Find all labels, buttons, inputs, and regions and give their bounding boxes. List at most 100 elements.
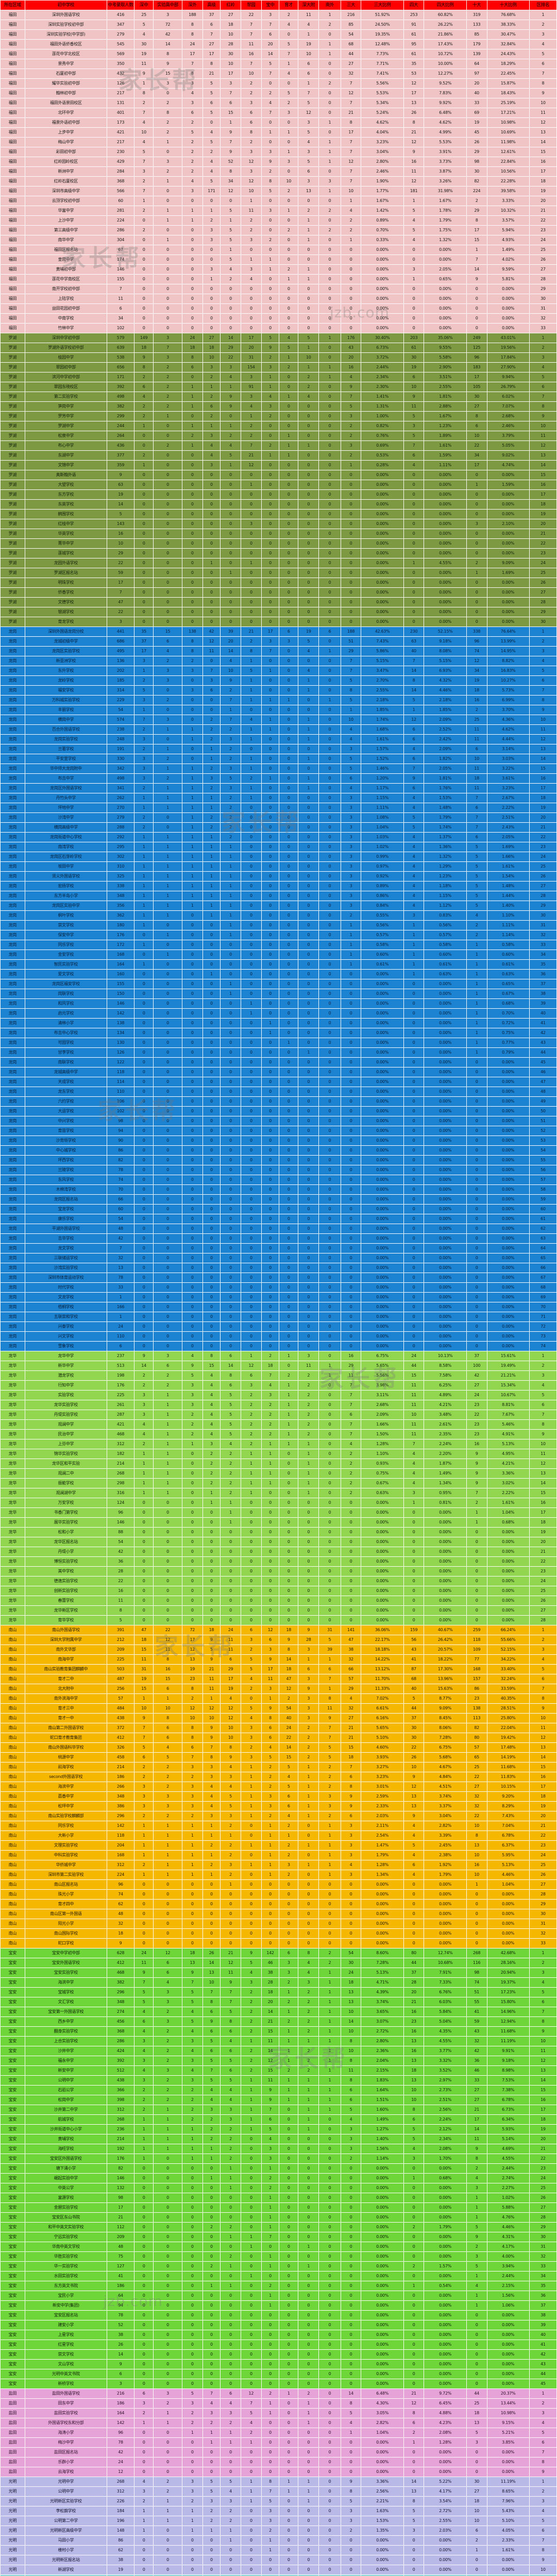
- table-row[interactable]: 福田 红岭园岭校区 429 7 3 2 4 52 12 9 3 5 1 12 2.80% 16 3.73% 98 2…: [0, 157, 557, 167]
- table-row[interactable]: 罗湖 松泉中学 264 0 0 2 3 2 2 0 1 0 0 2 0.76% 5 1.89% 10 3.79% 11: [0, 431, 557, 441]
- table-row[interactable]: 龙岗 万科城实验学校 229 3 2 0 0 7 1 1 1 0 1 5 2.18% 5 2.18% 16 6.99…: [0, 695, 557, 705]
- table-row[interactable]: 龙华 新华中学 513 14 6 9 15 14 12 18 0 11 1 29 5.65% 44 8.58% 1…: [0, 1361, 557, 1371]
- table-row[interactable]: 宝安 宝安实验学校 468 9 6 9 13 11 4 38 3 4 1 24 5.13% 37 7.91% 98…: [0, 1968, 557, 1978]
- table-row[interactable]: 龙岗 崇文学校 180 1 0 0 0 1 0 0 0 0 0 1 0.56% 1 0.56% 2 1.11% 31: [0, 920, 557, 930]
- table-row[interactable]: 龙岗 和风学校 146 0 0 0 0 0 1 0 0 0 0 0 0.00% 0 0.00% 1 0.68% 39: [0, 998, 557, 1009]
- table-row[interactable]: 南山 育才三中 484 10 10 12 12 12 5 9 54 3 11 32 6.61% 44 9.09%…: [0, 1703, 557, 1714]
- table-row[interactable]: 龙岗 启元学校 142 0 0 0 0 0 1 0 0 0 0 0 0.00% 0 0.00% 1 0.70% 40: [0, 1008, 557, 1019]
- table-row[interactable]: 福田 上步中学 421 10 2 5 4 9 8 1 1 5 0 17 4.04% 21 4.99% 45 10.6…: [0, 127, 557, 138]
- table-row[interactable]: 福田 北环中学 401 7 8 6 5 15 6 7 3 12 0 21 5.24% 26 6.48% 69 17.…: [0, 108, 557, 118]
- table-row[interactable]: 罗湖 罗芳中学 299 2 1 0 2 0 1 2 0 0 0 3 1.00% 5 1.67% 8 2.68% 9: [0, 411, 557, 421]
- table-row[interactable]: 南山 南山外国语学校 391 47 22 72 18 24 6 12 18 9 31 141 36.06% 1…: [0, 1625, 557, 1635]
- table-row[interactable]: 罗湖 第二实验学校 498 4 2 1 2 9 3 4 1 4 0 7 1.41% 9 1.81% 30 6.02%…: [0, 392, 557, 402]
- table-row[interactable]: 龙岗 大运学校 102 0 0 0 0 0 0 0 0 0 0 0 0.00% 0 0.00% 0 0.00% 50: [0, 1106, 557, 1116]
- table-row[interactable]: 龙岗 兰著学校 191 2 1 0 1 2 0 0 0 0 0 3 1.57% 4 2.09% 6 3.14% 13: [0, 744, 557, 754]
- table-row[interactable]: 龙华 松和小学 88 0 0 0 0 0 0 0 0 0 0 0 0.00% 0 0.00% 0 0.00% 19: [0, 1527, 557, 1537]
- table-row[interactable]: 罗湖 奥斯翰外语 9 0 0 0 0 0 0 0 0 0 0 0 0.00% 0 0.00% 0 0.00% 15: [0, 470, 557, 480]
- table-row[interactable]: 龙华 观澜中学 421 4 1 2 4 5 2 2 1 2 0 7 1.66% 11 2.61% 23 5.46% 8: [0, 1419, 557, 1430]
- table-row[interactable]: 龙岗 智民实验学校 164 1 0 0 0 0 0 0 0 0 0 1 0.61% 1 0.61% 1 0.61% 3…: [0, 959, 557, 970]
- table-row[interactable]: 南山 华侨城中学 312 2 1 1 2 3 1 1 3 1 1 4 1.28% 6 1.92% 16 5.13% 2…: [0, 1860, 557, 1870]
- table-row[interactable]: 宝安 西乡中学 456 6 3 5 9 8 2 21 2 2 1 14 3.07% 23 5.04% 59 12.9…: [0, 2016, 557, 2027]
- table-row[interactable]: 南山 育才一中 438 9 8 10 10 12 4 8 40 3 9 27 6.16% 37 8.45% 113…: [0, 1713, 557, 1723]
- table-row[interactable]: 龙岗 兴泰学校 24 0 0 0 0 0 0 0 0 0 0 0 0.00% 0 0.00% 0 0.00% 72: [0, 1321, 557, 1332]
- table-row[interactable]: 罗湖 东方学校 19 0 0 0 0 0 0 0 0 0 0 0 0.00% 0 0.00% 0 0.00% 17: [0, 489, 557, 500]
- table-row[interactable]: 福田 皇岗中学 174 0 0 0 0 5 1 1 0 0 0 0 0.00% 0 0.00% 7 4.02% 26: [0, 255, 557, 265]
- table-row[interactable]: 宝安 宁远实验学校 209 0 0 0 0 1 1 7 0 0 0 0 0.00% 0 0.00% 9 4.31% 3…: [0, 2232, 557, 2242]
- table-row[interactable]: 福田 深圳市高级中学 566 7 0 3 171 12 10 5 2 13 1 10 1.77% 181 31.…: [0, 186, 557, 196]
- table-row[interactable]: 罗湖 华英学校 16 0 0 0 0 0 0 0 0 0 0 0 0.00% 0 0.00% 0 0.00% 21: [0, 529, 557, 539]
- table-row[interactable]: 龙岗 龙城高级中学 118 0 0 0 0 0 0 0 0 0 0 0 0.00% 0 0.00% 0 0.00% 4…: [0, 1067, 557, 1077]
- table-row[interactable]: 福田 福田外语侨香校区 545 30 14 24 27 28 11 20 5 19 1 68 12.48% 9…: [0, 39, 557, 49]
- table-row[interactable]: 龙岗 三联储运学校 32 0 0 0 0 0 0 0 0 0 0 0 0.00% 0 0.00% 0 0.00% 65: [0, 1253, 557, 1263]
- table-row[interactable]: 南山 深圳大学附属中学 212 18 12 17 9 11 3 6 9 28 5 47 22.17% 56 26…: [0, 1635, 557, 1645]
- table-row[interactable]: 南山 南山国际学校 18 0 0 0 0 0 0 0 0 0 0 0 0.00% 0 0.00% 0 0.00% 32: [0, 1928, 557, 1939]
- table-row[interactable]: 南山 second外国语学校 186 2 2 2 3 3 1 2 4 1 2 6 3.23% 9 4.84% 22…: [0, 1772, 557, 1782]
- table-row[interactable]: 龙岗 坪西学校 82 0 0 0 0 0 0 0 0 0 0 0 0.00% 0 0.00% 0 0.00% 55: [0, 1155, 557, 1165]
- table-row[interactable]: 龙岗 枫叶学校 362 1 1 0 1 1 0 0 0 0 0 2 0.55% 3 0.83% 4 1.10% 30: [0, 910, 557, 921]
- table-row[interactable]: 龙华 锦华实验学校 182 1 1 0 2 2 1 1 0 1 0 2 1.10% 4 2.20% 9 4.95% 1…: [0, 1449, 557, 1459]
- table-row[interactable]: 龙岗 梧桐学校 166 0 0 0 0 0 0 0 0 0 0 0 0.00% 0 0.00% 0 0.00% 70: [0, 1302, 557, 1312]
- table-row[interactable]: 福田 彩田初中部 230 5 0 2 2 9 3 3 1 3 1 7 3.04% 9 3.91% 29 12.61%…: [0, 147, 557, 157]
- table-row[interactable]: 南山 南山第二外国语学校 372 7 6 8 9 10 3 6 24 2 7 21 5.65% 30 8.06%…: [0, 1723, 557, 1733]
- table-row[interactable]: 龙华 龙华中学 237 9 3 4 8 6 1 2 1 3 0 16 6.75% 24 10.13% 37 15.6…: [0, 1351, 557, 1361]
- table-row[interactable]: 罗湖 笋岗中学 382 2 2 1 6 9 4 3 0 0 0 5 1.31% 11 2.88% 27 7.07% 8: [0, 401, 557, 412]
- table-row[interactable]: 宝安 沙井第二中学 312 2 1 2 3 3 1 7 0 1 1 5 1.60% 8 2.56% 21 6.73%…: [0, 2105, 557, 2115]
- table-row[interactable]: 宝安 东方英文书院 186 0 0 0 1 1 0 2 0 0 0 0 0.00% 1 0.54% 4 2.15% 3…: [0, 2281, 557, 2291]
- table-row[interactable]: 南山 南山实验学校麒麟部 296 2 2 2 3 3 1 2 4 1 2 6 2.03% 9 3.04% 22 7.…: [0, 1811, 557, 1821]
- table-row[interactable]: 福田 云顶学校初中部 60 1 0 0 0 0 1 0 0 0 0 1 1.67% 1 1.67% 2 3.33% 2…: [0, 196, 557, 206]
- table-row[interactable]: 宝安 翻身实验学校 368 4 2 4 6 6 2 15 1 2 1 10 2.72% 16 4.35% 43 11…: [0, 2026, 557, 2037]
- table-row[interactable]: 龙岗 龙文学校 7 0 0 0 0 0 0 0 0 0 0 0 0.00% 0 0.00% 0 0.00% 64: [0, 1243, 557, 1253]
- table-row[interactable]: 龙岗 南湾学校 295 1 1 1 1 1 0 0 0 0 0 3 1.02% 4 1.36% 5 1.69% 23: [0, 842, 557, 852]
- table-row[interactable]: 龙华 龙华区报名站 54 0 0 0 0 0 0 0 0 0 0 0 0.00% 0 0.00% 0 0.00% 20: [0, 1537, 557, 1547]
- table-row[interactable]: 宝安 航城学校 268 1 1 2 2 3 1 6 0 1 0 4 1.49% 6 2.24% 17 6.34% 18: [0, 2114, 557, 2125]
- table-row[interactable]: 宝安 福永中学 392 3 2 3 5 5 2 12 1 2 1 8 2.04% 13 3.32% 36 9.18%…: [0, 2056, 557, 2066]
- table-row[interactable]: 南山 南山实验教育集团麒麟中 503 31 16 19 21 29 5 17 18 6 6 66 13.12…: [0, 1664, 557, 1674]
- table-row[interactable]: 龙华 书香门第学校 96 0 0 0 0 1 0 0 0 0 0 0 0.00% 0 0.00% 1 1.04% 17: [0, 1507, 557, 1518]
- table-row[interactable]: 宝安 宝民小学 64 0 0 0 0 0 0 1 0 0 0 0 0.00% 0 0.00% 1 1.56% 36: [0, 2291, 557, 2301]
- table-row[interactable]: 福田 福景外语初中部 173 4 2 2 0 1 6 0 0 3 1 8 4.62% 8 4.62% 19 10.9…: [0, 117, 557, 128]
- table-row[interactable]: 龙岗 育苗学校 94 0 0 0 0 0 0 0 0 0 0 0 0.00% 0 0.00% 0 0.00% 52: [0, 1126, 557, 1136]
- table-row[interactable]: 宝安 海旺学校 192 1 1 1 1 2 0 3 0 0 0 3 1.56% 4 2.08% 9 4.69% 21: [0, 2144, 557, 2154]
- table-row[interactable]: 龙岗 可园学校 130 0 0 0 0 0 0 0 1 0 0 0 0.00% 0 0.00% 1 0.77% 43: [0, 1038, 557, 1048]
- table-row[interactable]: 南山 南山外国语科华学校 326 5 4 6 7 8 2 4 14 2 5 15 4.60% 22 6.75% 5…: [0, 1742, 557, 1753]
- table-row[interactable]: 龙岗 沙湾中学 279 2 0 1 2 2 0 0 0 0 0 3 1.08% 5 1.79% 7 2.51% 20: [0, 812, 557, 823]
- table-row[interactable]: 罗湖 大望学校 63 0 0 0 0 0 1 0 0 0 0 0 0.00% 0 0.00% 1 1.59% 16: [0, 480, 557, 490]
- table-row[interactable]: 福田 第三高级中学 286 2 0 0 3 5 2 0 2 1 2 2 0.70% 5 1.75% 17 5.94%…: [0, 225, 557, 235]
- table-row[interactable]: 龙岗 东升学校 202 1 3 3 7 10 5 1 0 4 0 7 3.47% 14 6.93% 34 16.83…: [0, 666, 557, 676]
- table-row[interactable]: 罗湖 鹤围学校 5 0 0 0 0 0 0 0 0 0 0 0 0.00% 0 0.00% 0 0.00% 19: [0, 509, 557, 519]
- table-row[interactable]: 南山 阳光小学 32 0 0 0 0 0 0 0 0 0 0 0 0.00% 0 0.00% 0 0.00% 31: [0, 1919, 557, 1929]
- table-row[interactable]: 龙岗 沙湾实验学校 13 0 0 0 0 0 0 0 0 0 0 0 0.00% 0 0.00% 0 0.00% 66: [0, 1263, 557, 1273]
- table-row[interactable]: 南山 北大附中 256 15 6 8 11 19 2 3 12 9 1 29 11.33% 40 15.63% 8…: [0, 1684, 557, 1694]
- table-row[interactable]: 南山 深圳市第二实验学校 224 1 1 1 1 2 0 1 2 0 1 3 1.34% 4 1.79% 10 4.…: [0, 1870, 557, 1880]
- table-row[interactable]: 龙华 万安学校 124 0 0 0 1 1 0 0 0 0 0 0 0.00% 1 0.81% 2 1.61% 16: [0, 1498, 557, 1508]
- table-row[interactable]: 龙岗 龙岗区实验中学 356 1 1 1 1 1 0 0 0 0 0 3 0.84% 4 1.12% 5 1.40%…: [0, 901, 557, 911]
- table-row[interactable]: 罗湖 罗湖中学 244 1 0 1 1 1 2 0 0 0 0 2 0.82% 3 1.23% 6 2.46% 10: [0, 421, 557, 431]
- table-row[interactable]: 福田 黄埔初中部 146 0 0 0 3 4 3 1 2 1 0 0 0.00% 3 2.05% 14 9.59% 2…: [0, 264, 557, 275]
- table-row[interactable]: 福田 中南学校 34 0 0 0 0 0 0 0 0 0 0 0 0.00% 0 0.00% 0 0.00% 32: [0, 313, 557, 324]
- table-row[interactable]: 龙岗 木棉湾学校 70 0 0 0 0 0 0 0 0 0 0 0 0.00% 0 0.00% 0 0.00% 58: [0, 1184, 557, 1195]
- table-row[interactable]: 龙岗 岗联学校 150 0 0 0 0 1 0 0 0 0 0 0 0.00% 0 0.00% 1 0.67% 38: [0, 989, 557, 999]
- table-row[interactable]: 罗湖 明珠学校 17 0 0 0 0 0 0 0 0 0 0 0 0.00% 0 0.00% 0 0.00% 26: [0, 578, 557, 588]
- table-row[interactable]: 宝安 水田实验学校 41 0 0 0 0 0 1 0 0 0 0 0 0.00% 0 0.00% 1 2.44% 34: [0, 2271, 557, 2281]
- table-row[interactable]: 宝安 宝城学校 296 5 3 5 7 7 2 18 1 2 1 13 4.39% 20 6.76% 51 17.2…: [0, 1987, 557, 1997]
- table-row[interactable]: 南山 前海学校 214 2 2 3 3 4 1 2 5 1 2 7 3.27% 10 4.67% 25 11.68%…: [0, 1762, 557, 1772]
- table-row[interactable]: 南山 南山区报名站 96 0 0 0 0 1 0 0 0 0 0 0 0.00% 0 0.00% 1 1.04% 27: [0, 1879, 557, 1890]
- table-row[interactable]: 福田 福田外语景田校区 131 2 2 3 6 6 3 4 2 5 0 7 5.34% 13 9.92% 33 25…: [0, 98, 557, 108]
- table-row[interactable]: 龙岗 平湖外国语学校 48 0 0 0 0 0 0 0 0 0 0 0 0.00% 0 0.00% 0 0.00% 6…: [0, 1224, 557, 1234]
- table-row[interactable]: 龙华 潜龙学校 198 2 2 5 4 8 6 7 2 2 1 11 5.56% 15 7.58% 42 21.21…: [0, 1370, 557, 1381]
- table-row[interactable]: 宝安 建安小学 52 0 0 0 0 0 0 0 0 0 0 0 0.00% 0 0.00% 0 0.00% 39: [0, 2320, 557, 2330]
- table-row[interactable]: 福田 景秀中学 350 11 9 7 8 10 7 5 1 6 0 27 7.71% 35 10.00% 64 18…: [0, 59, 557, 69]
- table-row[interactable]: 罗湖 翠园东晓校区 392 6 2 1 1 1 91 1 0 2 0 9 2.30% 10 2.55% 105 26…: [0, 382, 557, 392]
- table-row[interactable]: 龙华 行知中学 176 2 2 3 4 6 3 4 1 2 0 7 3.98% 11 6.25% 27 15.34%…: [0, 1380, 557, 1391]
- table-row[interactable]: 龙岗 横岗中学 574 7 3 0 2 7 4 1 0 1 0 10 1.74% 12 2.09% 25 4.36%…: [0, 715, 557, 725]
- table-row[interactable]: 龙华 观澜二中 268 1 1 0 2 2 1 1 0 1 0 2 0.75% 4 1.49% 9 3.36% 13: [0, 1468, 557, 1479]
- table-row[interactable]: 南山 南外文华部 209 15 11 12 5 11 2 3 8 3 39 38 18.18% 43 20.57…: [0, 1645, 557, 1655]
- table-row[interactable]: 龙华 实验学校 225 3 1 3 4 5 2 3 1 2 0 7 3.11% 11 4.89% 24 10.67%…: [0, 1390, 557, 1400]
- table-row[interactable]: 南山 同乐学校 142 1 1 1 1 2 0 1 2 0 1 3 2.11% 4 2.82% 10 7.04% 21: [0, 1821, 557, 1831]
- table-row[interactable]: 宝安 宝安第一外国语学校 274 4 2 4 6 5 2 14 1 2 1 10 3.65% 16 5.84% 4…: [0, 2007, 557, 2017]
- table-row[interactable]: 南山 南山区第一外国语 48 0 0 0 0 0 0 0 0 0 0 0 0.00% 0 0.00% 0 0.00%…: [0, 1909, 557, 1919]
- table-row[interactable]: 宝安 沙井中学 424 4 2 4 6 6 2 14 1 2 1 10 2.36% 16 3.77% 42 9.91…: [0, 2046, 557, 2056]
- table-row[interactable]: 南山 蛇口学校 9 0 0 0 0 0 0 0 0 0 0 0 0.00% 0 0.00% 0 0.00% 33: [0, 1938, 557, 1948]
- table-row[interactable]: 龙岗 雪象学校 6 0 0 0 0 0 0 0 0 0 0 0 0.00% 0 0.00% 0 0.00% 74: [0, 1341, 557, 1351]
- table-row[interactable]: 宝安 石岩公学 366 2 2 2 4 4 1 9 1 1 1 6 1.64% 10 2.73% 27 7.38% 1…: [0, 2085, 557, 2095]
